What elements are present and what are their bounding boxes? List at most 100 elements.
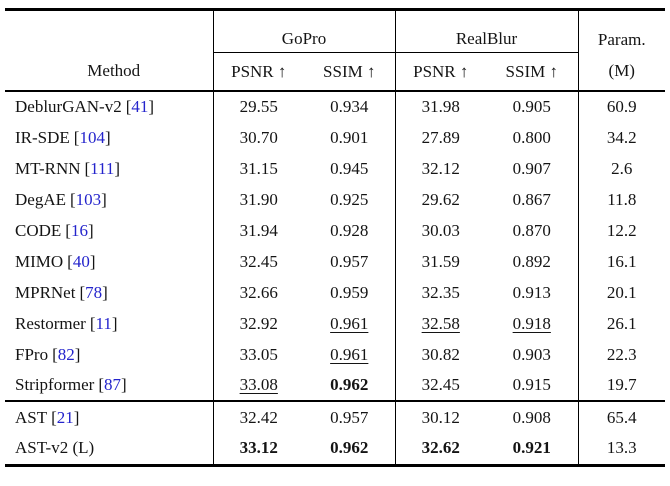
gopro-psnr-value: 31.15 (239, 158, 278, 178)
params-value: 13.3 (606, 438, 637, 458)
realblur-ssim-value: 0.908 (486, 400, 579, 433)
citation-link[interactable]: [87] (98, 375, 127, 394)
column-group-gopro: GoPro (213, 9, 396, 53)
table-row: MT-RNN [111] 31.15 0.945 32.12 0.907 2.6 (5, 153, 665, 184)
gopro-ssim-value: 0.957 (304, 400, 396, 433)
realblur-ssim-value: 0.867 (486, 184, 579, 215)
method-name: Restormer (15, 313, 86, 333)
realblur-psnr-value: 32.35 (421, 282, 460, 302)
method-name: IR-SDE (15, 127, 70, 147)
realblur-psnr-value: 32.58 (421, 313, 460, 333)
table-row: CODE [16] 31.94 0.928 30.03 0.870 12.2 (5, 215, 665, 246)
table-row: MPRNet [78] 32.66 0.959 32.35 0.913 20.1 (5, 277, 665, 308)
realblur-psnr-value: 30.12 (395, 400, 486, 433)
gopro-psnr-value: 32.92 (239, 313, 278, 333)
realblur-ssim-value: 0.870 (486, 215, 579, 246)
method-cell: MPRNet [78] (5, 277, 214, 308)
realblur-psnr-value: 31.98 (421, 97, 460, 116)
table-row: AST [21] 32.42 0.957 30.12 0.908 65.4 (5, 400, 666, 433)
table-row: DeblurGAN-v2 [41] 29.55 0.934 31.98 0.905… (5, 91, 665, 122)
realblur-ssim-value: 0.905 (486, 91, 579, 122)
table-body-ours: AST [21] 32.42 0.957 30.12 0.908 65.4 AST… (5, 400, 666, 465)
realblur-psnr-value: 27.89 (421, 127, 460, 147)
realblur-ssim-value: 0.913 (486, 277, 579, 308)
citation-link[interactable]: [111] (84, 158, 121, 178)
gopro-ssim-value: 0.961 (304, 308, 396, 339)
column-group-realblur: RealBlur (395, 9, 579, 53)
method-cell: DeblurGAN-v2 [41] (5, 91, 214, 122)
realblur-psnr-value: 32.45 (421, 375, 460, 394)
params-value: 34.2 (606, 127, 637, 147)
method-name: MIMO (15, 251, 64, 271)
header-method-spacer (5, 9, 214, 53)
citation-link[interactable]: [11] (89, 313, 118, 333)
column-header-method: Method (5, 52, 214, 92)
column-header-param-unit: (M) (578, 52, 666, 92)
header-metric-row: Method PSNR ↑ SSIM ↑ PSNR ↑ SSIM ↑ (M) (5, 52, 666, 92)
gopro-ssim-value: 0.961 (304, 339, 396, 370)
citation-link[interactable]: [104] (73, 127, 111, 147)
realblur-psnr-value: 32.62 (421, 438, 460, 458)
method-cell: DegAE [103] (5, 184, 214, 215)
method-name: CODE (15, 220, 62, 240)
method-name: FPro (15, 344, 49, 364)
gopro-psnr-value: 33.08 (239, 375, 278, 394)
column-header-realblur-psnr: PSNR ↑ (395, 52, 486, 92)
realblur-psnr-value: 32.12 (421, 158, 460, 178)
gopro-psnr-value: 32.42 (213, 400, 304, 433)
method-name: AST (15, 407, 48, 427)
realblur-psnr-value: 30.82 (421, 344, 460, 364)
params-value: 26.1 (606, 313, 637, 333)
citation-link[interactable]: [16] (65, 220, 94, 240)
method-name: Stripformer (15, 375, 95, 394)
table-row: Stripformer [87] 33.08 0.962 32.45 0.915 … (5, 370, 665, 401)
gopro-psnr-value: 30.70 (239, 127, 278, 147)
table-row: FPro [82] 33.05 0.961 30.82 0.903 22.3 (5, 339, 665, 370)
method-name: DeblurGAN-v2 (15, 97, 122, 116)
method-cell: MIMO [40] (5, 246, 214, 277)
params-value: 22.3 (606, 344, 637, 364)
method-name: AST-v2 (L) (15, 438, 95, 458)
gopro-ssim-value: 0.934 (304, 91, 396, 122)
gopro-ssim-value: 0.945 (304, 153, 396, 184)
realblur-ssim-value: 0.903 (486, 339, 579, 370)
gopro-ssim-value: 0.928 (304, 215, 396, 246)
gopro-psnr-value: 33.12 (239, 438, 278, 458)
gopro-ssim-value: 0.925 (304, 184, 396, 215)
realblur-ssim-value: 0.921 (486, 433, 579, 465)
citation-link[interactable]: [21] (51, 407, 80, 427)
citation-link[interactable]: [82] (52, 344, 81, 364)
gopro-psnr-value: 32.66 (239, 282, 278, 302)
method-name: MT-RNN (15, 158, 81, 178)
benchmark-results-table: GoPro RealBlur Param. Method PSNR ↑ SSIM… (5, 8, 666, 467)
method-cell: IR-SDE [104] (5, 122, 214, 153)
column-header-gopro-psnr: PSNR ↑ (213, 52, 304, 92)
table-row: MIMO [40] 32.45 0.957 31.59 0.892 16.1 (5, 246, 665, 277)
gopro-ssim-value: 0.962 (304, 433, 396, 465)
gopro-ssim-value: 0.957 (304, 246, 396, 277)
citation-link[interactable]: [40] (67, 251, 96, 271)
table-row: AST-v2 (L) 33.12 0.962 32.62 0.921 13.3 (5, 433, 665, 465)
method-cell: FPro [82] (5, 339, 214, 370)
header-group-row: GoPro RealBlur Param. (5, 9, 665, 53)
table-row: IR-SDE [104] 30.70 0.901 27.89 0.800 34.2 (5, 122, 665, 153)
params-value: 20.1 (606, 282, 637, 302)
citation-link[interactable]: [41] (125, 97, 155, 116)
realblur-psnr-value: 30.03 (421, 220, 460, 240)
citation-link[interactable]: [78] (79, 282, 108, 302)
params-value: 11.8 (607, 189, 637, 209)
params-value: 2.6 (611, 158, 633, 178)
gopro-ssim-value: 0.962 (304, 370, 396, 401)
gopro-psnr-value: 31.90 (239, 189, 278, 209)
column-header-param: Param. (597, 29, 646, 49)
table-body-baselines: DeblurGAN-v2 [41] 29.55 0.934 31.98 0.905… (5, 91, 665, 401)
method-cell: MT-RNN [111] (5, 153, 214, 184)
gopro-ssim-value: 0.901 (304, 122, 396, 153)
method-cell: CODE [16] (5, 215, 214, 246)
citation-link[interactable]: [103] (69, 189, 107, 209)
table-row: Restormer [11] 32.92 0.961 32.58 0.918 26… (5, 308, 665, 339)
method-cell: Restormer [11] (5, 308, 214, 339)
gopro-psnr-value: 31.94 (239, 220, 278, 240)
realblur-psnr-value: 29.62 (421, 189, 460, 209)
column-header-realblur-ssim: SSIM ↑ (486, 52, 579, 92)
